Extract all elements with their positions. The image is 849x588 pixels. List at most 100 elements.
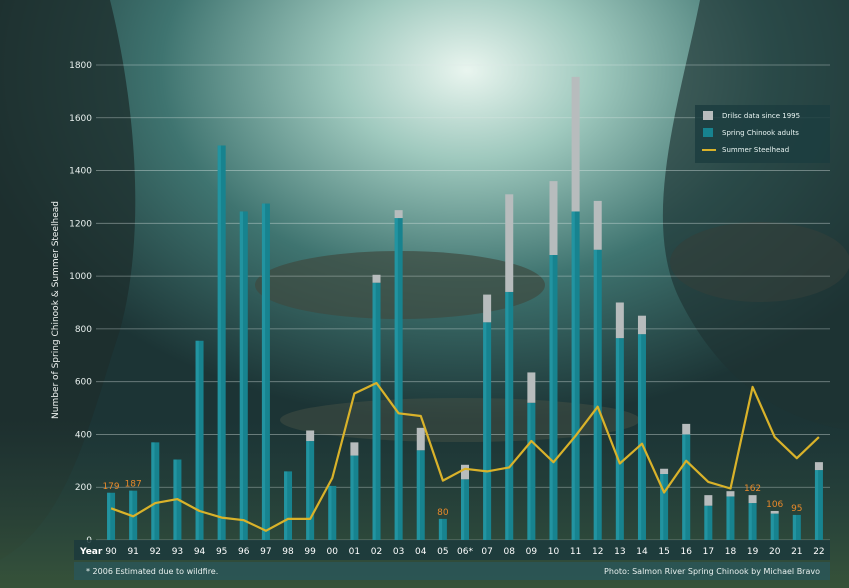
- bar-highlight: [770, 513, 774, 540]
- bar-spring-chinook: [328, 485, 337, 540]
- bar-drilsc-stack: [615, 302, 624, 339]
- bar-spring-chinook: [505, 291, 514, 540]
- bar-spring-chinook: [682, 434, 691, 540]
- bar-spring-chinook: [770, 513, 779, 540]
- bar-highlight: [748, 503, 752, 540]
- legend-label: Summer Steelhead: [722, 146, 789, 154]
- data-label: 162: [744, 484, 761, 494]
- bar-spring-chinook: [704, 505, 713, 540]
- x-tick-label: 93: [172, 547, 183, 557]
- legend-label: Drilsc data since 1995: [722, 112, 800, 120]
- x-tick-label: 95: [216, 547, 227, 557]
- bar-highlight: [284, 471, 288, 540]
- bar-drilsc-stack: [704, 495, 713, 506]
- x-tick-label: 92: [150, 547, 161, 557]
- bar-highlight: [350, 455, 354, 540]
- data-label: 179: [102, 482, 119, 492]
- bar-spring-chinook: [372, 282, 381, 540]
- bar-highlight: [151, 442, 155, 540]
- y-tick-label: 200: [75, 483, 92, 493]
- bar-spring-chinook: [151, 442, 160, 540]
- bar-spring-chinook: [483, 322, 492, 540]
- bar-highlight: [394, 218, 398, 541]
- bar-highlight: [615, 338, 620, 540]
- bar-spring-chinook: [593, 249, 602, 540]
- x-tick-label: 91: [127, 547, 138, 557]
- x-axis-band: [74, 540, 830, 560]
- x-tick-label: 10: [548, 547, 560, 557]
- x-tick-label: 90: [105, 547, 117, 557]
- bar-spring-chinook: [814, 470, 823, 540]
- x-tick-label: 12: [592, 547, 603, 557]
- bar-drilsc-stack: [416, 427, 425, 451]
- bar-spring-chinook: [748, 503, 757, 540]
- data-label: 80: [437, 508, 449, 518]
- bar-drilsc-stack: [394, 210, 403, 219]
- bar-drilsc-stack: [571, 76, 580, 212]
- bar-drilsc-stack: [306, 430, 315, 442]
- legend-swatch: [703, 111, 713, 120]
- bar-highlight: [704, 505, 708, 540]
- x-tick-label: 03: [393, 547, 404, 557]
- x-tick-label: 19: [747, 547, 759, 557]
- x-tick-label: 21: [791, 547, 802, 557]
- x-tick-label: 16: [680, 547, 692, 557]
- x-tick-label: 09: [526, 547, 538, 557]
- data-label: 187: [125, 480, 142, 490]
- bar-highlight: [372, 282, 376, 540]
- bar-spring-chinook: [416, 450, 425, 540]
- x-tick-label: 11: [570, 547, 581, 557]
- x-tick-label: 99: [304, 547, 316, 557]
- bar-highlight: [217, 145, 221, 540]
- photo-credit: Photo: Salmon River Spring Chinook by Mi…: [604, 567, 820, 576]
- bar-spring-chinook: [527, 402, 536, 540]
- y-tick-label: 600: [75, 378, 92, 388]
- bar-highlight: [814, 470, 819, 540]
- x-tick-label: 05: [437, 547, 448, 557]
- data-labels: 179 187 80 162 106 95: [102, 480, 802, 518]
- bar-highlight: [461, 479, 465, 540]
- x-tick-label: 18: [725, 547, 737, 557]
- bar-drilsc-stack: [593, 200, 602, 250]
- bar-drilsc-stack: [527, 372, 536, 403]
- y-tick-label: 800: [75, 325, 92, 335]
- bar-spring-chinook: [637, 334, 646, 540]
- bar-drilsc-stack: [814, 462, 823, 471]
- x-axis-ticks: 90 91 92 93 94 95 96 97 98 99 00 01 02 03 04 05 06* 07 08 0…: [105, 547, 824, 557]
- legend: Drilsc data since 1995 Spring Chinook adu…: [695, 105, 830, 163]
- y-axis-title: Number of Spring Chinook & Summer Steelh…: [51, 201, 61, 419]
- bar-spring-chinook: [792, 514, 801, 540]
- footnote: * 2006 Estimated due to wildfire.: [86, 567, 218, 576]
- bar-drilsc-stack: [682, 423, 691, 435]
- bar-drilsc-stack: [770, 510, 779, 514]
- bar-drilsc-stack: [549, 181, 558, 255]
- y-tick-label: 400: [75, 430, 92, 440]
- bar-spring-chinook: [726, 496, 735, 540]
- bar-highlight: [571, 211, 575, 541]
- bar-highlight: [637, 334, 642, 540]
- y-tick-label: 1400: [69, 167, 92, 177]
- fish-shape-right: [670, 222, 849, 302]
- bar-spring-chinook: [660, 474, 669, 540]
- bar-highlight: [593, 249, 597, 540]
- y-tick-label: 1800: [69, 61, 92, 71]
- bar-highlight: [107, 492, 111, 540]
- bar-highlight: [416, 450, 420, 540]
- y-tick-label: 1600: [69, 114, 92, 124]
- x-axis-title: Year: [79, 547, 103, 557]
- x-tick-label: 94: [194, 547, 206, 557]
- bar-highlight: [505, 291, 509, 540]
- x-tick-label: 02: [371, 547, 382, 557]
- bar-spring-chinook: [549, 255, 558, 540]
- y-tick-label: 1200: [69, 219, 92, 229]
- legend-label: Spring Chinook adults: [722, 129, 799, 137]
- data-label: 95: [791, 504, 802, 514]
- bar-spring-chinook: [350, 455, 359, 540]
- x-tick-label: 15: [658, 547, 669, 557]
- bar-spring-chinook: [394, 218, 403, 541]
- bar-highlight: [792, 514, 797, 540]
- y-axis-ticks: 020040060080010001200140016001800: [69, 61, 92, 546]
- data-label: 106: [766, 500, 783, 510]
- bar-highlight: [527, 402, 531, 540]
